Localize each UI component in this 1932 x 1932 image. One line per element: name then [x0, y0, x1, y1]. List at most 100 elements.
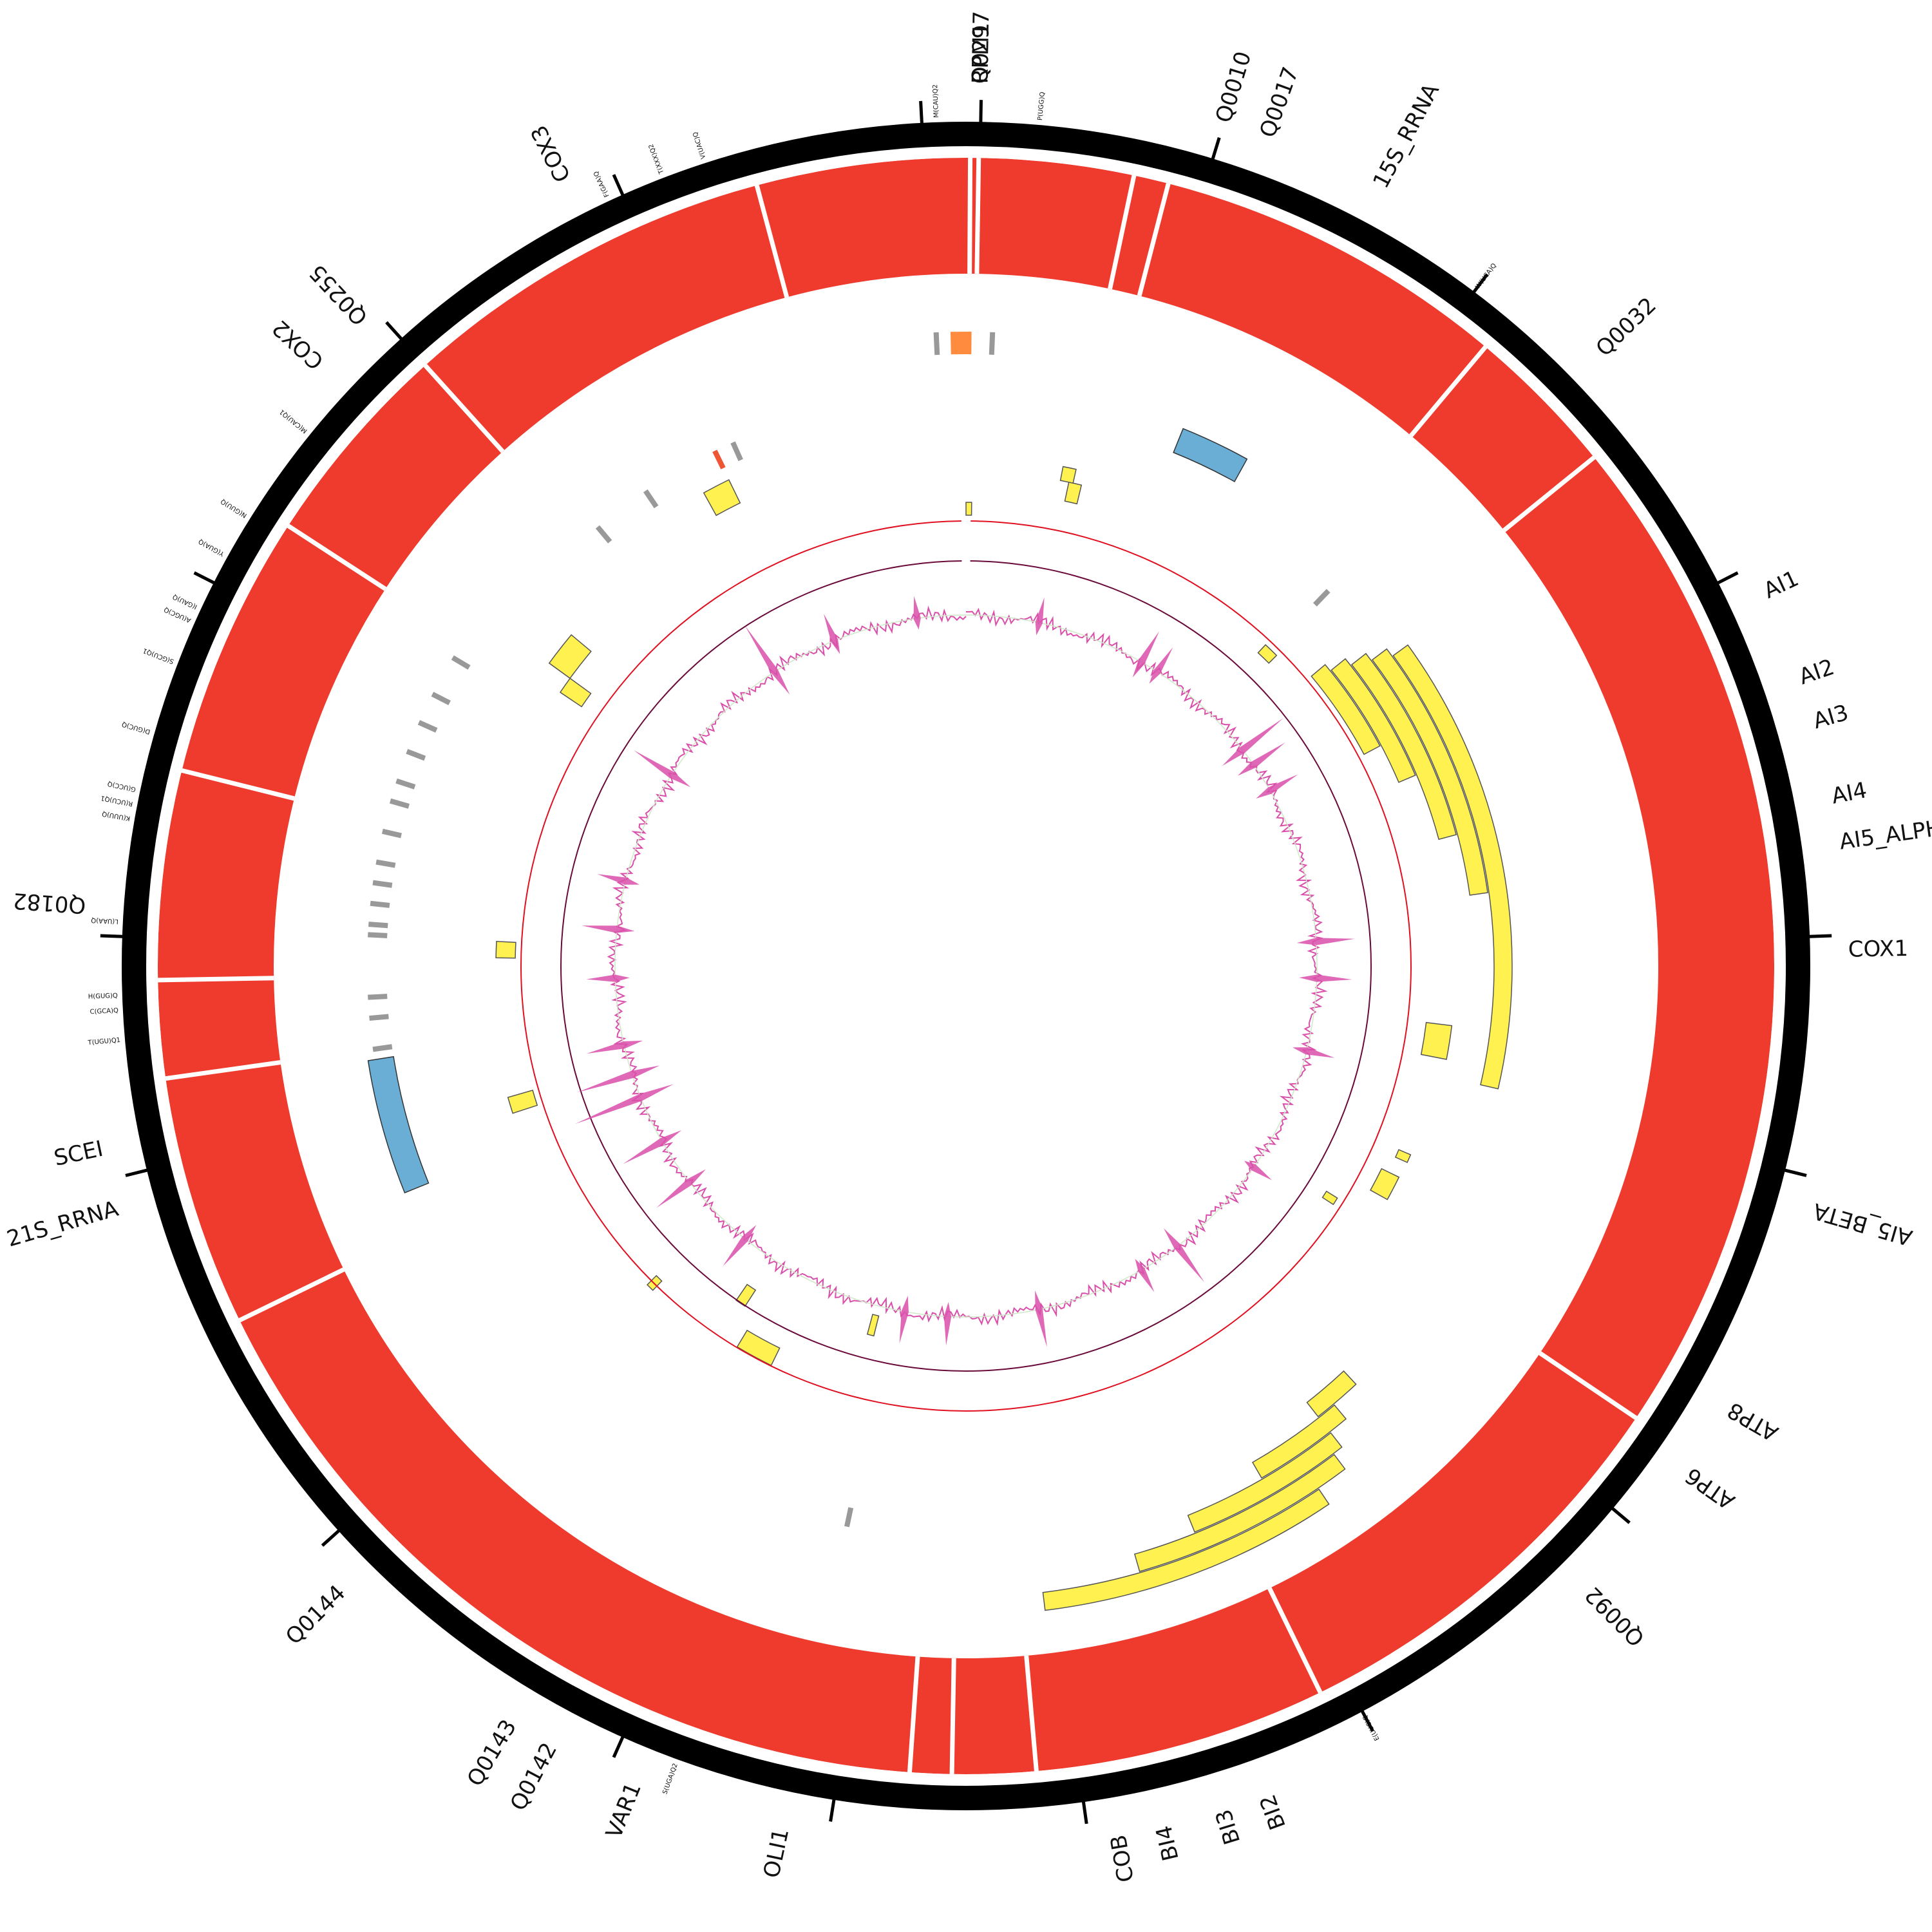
position-tick: [1717, 571, 1739, 585]
orf-feature-block: [1059, 466, 1077, 484]
trna-label: K(UUU)Q: [101, 810, 131, 822]
trna-marker: [389, 798, 410, 809]
position-tick: [1360, 1710, 1374, 1732]
trna-label: R(UCU)Q1: [100, 794, 134, 807]
coverage-gap: [974, 158, 981, 274]
orf-feature-block: [1321, 1190, 1338, 1206]
orf-feature-block: [495, 941, 516, 959]
orf-feature-block: [1392, 644, 1513, 1090]
gc-skew-spike: [1035, 1290, 1047, 1347]
gene-label: COB: [1106, 1833, 1139, 1884]
orf-feature-block: [1350, 652, 1457, 840]
trna-label: T(XXX)Q2: [648, 143, 666, 175]
position-tick: [1611, 1507, 1631, 1524]
gene-label: 15S_RRNA: [1368, 79, 1444, 193]
orf-feature-block: [1369, 1168, 1400, 1200]
gene-label: AI5_BETA: [1810, 1198, 1915, 1251]
trna-marker: [406, 748, 426, 761]
rnase-feature-block: [950, 332, 972, 355]
position-tick: [612, 174, 625, 196]
gene-label: Q0092: [1580, 1582, 1649, 1651]
gene-label: ATP8: [1723, 1397, 1783, 1446]
position-tick: [612, 1736, 625, 1758]
gc-skew-spike: [574, 1084, 674, 1124]
genome-backbone-ring: [122, 122, 1810, 1810]
gene-label: AI4: [1830, 777, 1870, 810]
gc-skew-spike: [823, 613, 840, 654]
gene-label: Q0032: [1591, 292, 1662, 361]
trna-marker: [381, 828, 402, 838]
trna-label: T(UGU)Q1: [87, 1037, 120, 1046]
coverage-separator: [149, 149, 1783, 1783]
gc-skew-spike: [899, 1296, 909, 1343]
coverage-gap: [158, 976, 274, 983]
orf-feature-block: [1371, 648, 1488, 896]
trna-marker: [1312, 589, 1331, 607]
orf-feature-block: [1251, 1404, 1347, 1479]
position-tick: [1211, 137, 1221, 160]
gc-skew-spike: [634, 750, 691, 788]
trna-marker: [595, 525, 612, 544]
gc-baseline: [614, 614, 1318, 1318]
gc-skew-spike: [1222, 718, 1283, 766]
coverage-band: [158, 158, 1774, 1774]
coverage-gap: [754, 184, 790, 298]
gc-skew-spike: [582, 925, 635, 933]
gc-skew-spike: [1135, 1258, 1155, 1293]
trna-marker: [368, 994, 388, 1000]
trna-label: F(GAA)Q: [592, 170, 611, 198]
gene-label: 21S_RRNA: [4, 1196, 121, 1252]
gene-label: ATP6: [1681, 1463, 1739, 1515]
trna-label: C(GCA)Q: [90, 1007, 118, 1016]
orf-feature-block: [736, 1329, 781, 1367]
coverage-gap: [967, 157, 973, 274]
gene-label: Q0255: [305, 260, 374, 330]
coverage-gap: [238, 1267, 345, 1323]
trna-marker: [368, 922, 388, 929]
position-tick: [1472, 273, 1489, 294]
orf-feature-block: [1042, 1488, 1330, 1611]
orf-feature-block: [735, 1283, 757, 1307]
orf-feature-block: [548, 634, 592, 679]
position-tick: [1081, 1801, 1088, 1824]
backbone-ring: [122, 122, 1810, 1810]
gene-label: COX2: [267, 315, 328, 375]
trna-label: A(UGC)Q: [163, 605, 192, 623]
orf-feature-block: [1133, 1454, 1346, 1573]
gc-skew-spike: [723, 1225, 757, 1267]
trna-label: P(UGG)Q: [1037, 91, 1046, 120]
orf-feature-block: [965, 502, 972, 516]
coverage-gap: [181, 768, 295, 801]
gene-label: AI3: [1810, 700, 1852, 735]
gc-skew-spike: [1256, 774, 1298, 799]
orf-feature-block: [866, 1314, 880, 1337]
coverage-gap: [1539, 1351, 1638, 1420]
gc-skew-spike: [1035, 597, 1045, 636]
orf-feature-block: [1257, 644, 1278, 664]
trna-label: S(GCU)Q1: [142, 647, 175, 665]
gc-skew-spike: [744, 625, 790, 695]
gc-skew-spike: [656, 1169, 706, 1208]
trna-label: I(GAU)Q: [172, 592, 199, 610]
gc-skew-spike: [1149, 647, 1173, 684]
trna-marker: [712, 450, 726, 469]
coverage-gap: [1502, 455, 1596, 533]
trna-marker: [730, 441, 743, 461]
gc-skew-spike: [1299, 974, 1352, 982]
gc-skew-spike: [1163, 1228, 1205, 1283]
orf-feature-block: [1306, 1370, 1357, 1417]
gc-skew-spike: [623, 1130, 682, 1164]
coverage-gap: [1267, 1587, 1323, 1694]
coverage-gap: [1409, 345, 1488, 437]
orf-feature-block: [1064, 481, 1083, 505]
trna-label: Y(GUA)Q: [198, 538, 227, 558]
trna-label: G(UCC)Q: [107, 780, 137, 793]
trna-marker: [431, 692, 451, 705]
gene-label: AI1: [1760, 565, 1803, 603]
reverse-strand-ring: [560, 560, 1372, 1372]
trna-label: N(GUU)Q: [220, 497, 249, 519]
trna-marker: [372, 1044, 393, 1052]
gc-skew-spike: [586, 1040, 643, 1054]
